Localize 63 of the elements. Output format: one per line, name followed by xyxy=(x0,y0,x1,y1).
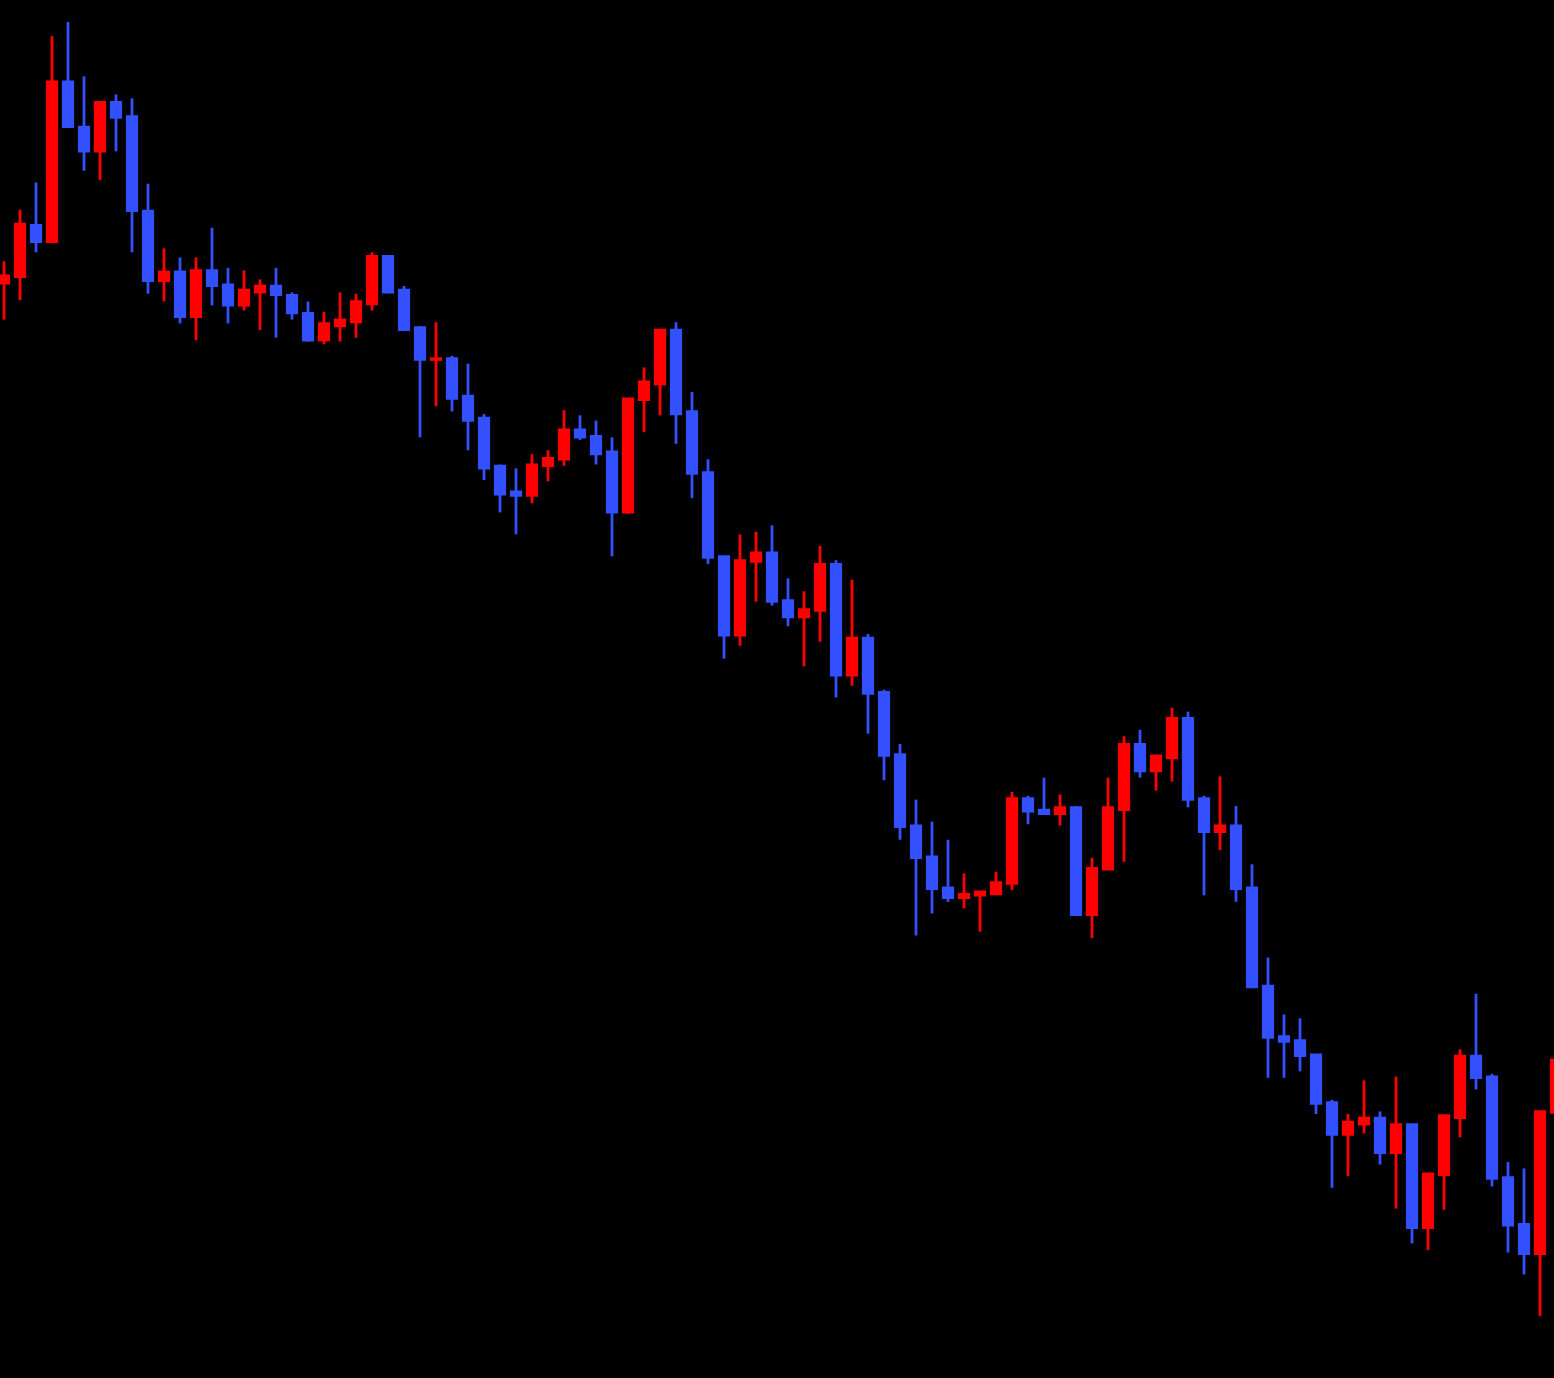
candlestick xyxy=(157,247,171,303)
candlestick xyxy=(845,578,859,688)
candlestick xyxy=(333,291,347,343)
candlestick xyxy=(205,226,219,307)
candlestick xyxy=(1389,1075,1403,1210)
candlestick xyxy=(1165,706,1179,783)
candlestick xyxy=(493,463,507,514)
candlestick xyxy=(397,284,411,332)
candlestick xyxy=(221,266,235,325)
candlestick xyxy=(173,256,187,325)
candlestick xyxy=(445,354,459,413)
candlestick xyxy=(1469,992,1483,1091)
candlestick xyxy=(749,530,763,604)
candlestick xyxy=(413,324,427,439)
candlestick xyxy=(1037,776,1051,816)
candlestick xyxy=(381,255,395,294)
candlestick xyxy=(1517,1167,1531,1276)
candlestick xyxy=(77,74,91,173)
candlestick xyxy=(269,266,283,340)
candlestick xyxy=(61,20,75,129)
candlestick xyxy=(1149,754,1163,792)
candlestick xyxy=(1021,794,1035,826)
candlestick xyxy=(0,259,11,321)
candlestick xyxy=(1053,793,1067,827)
candlestick xyxy=(909,798,923,937)
candlestick xyxy=(1133,728,1147,780)
candlestick xyxy=(1373,1110,1387,1166)
candlestick xyxy=(301,300,315,343)
candlestick xyxy=(925,820,939,915)
candlestick xyxy=(29,181,43,254)
candlestick xyxy=(509,467,523,536)
candlestick xyxy=(1293,1016,1307,1073)
candlestick xyxy=(1277,1013,1291,1080)
candlestick xyxy=(1197,794,1211,897)
candlestick xyxy=(1341,1112,1355,1178)
candlestick xyxy=(349,292,363,340)
candlestick xyxy=(365,250,379,312)
candlestick xyxy=(285,291,299,321)
candlestick xyxy=(973,890,987,933)
candlestick xyxy=(557,408,571,468)
candlestick xyxy=(957,871,971,910)
candlestick xyxy=(797,589,811,668)
candlestick xyxy=(941,838,955,904)
candlestick xyxy=(1501,1160,1515,1254)
candlestick xyxy=(637,366,651,434)
candlestick xyxy=(589,419,603,466)
candlestick xyxy=(317,310,331,346)
candlestick xyxy=(1085,856,1099,940)
candlestick xyxy=(813,544,827,644)
candlestick xyxy=(189,256,203,342)
candlestick xyxy=(253,278,267,332)
candlestick xyxy=(541,448,555,483)
candlestick xyxy=(573,413,587,442)
candlestick xyxy=(1357,1079,1371,1135)
candlestick xyxy=(237,269,251,312)
candlestick xyxy=(781,576,795,628)
candlestick xyxy=(525,452,539,505)
candlestick xyxy=(109,93,123,153)
candlestick xyxy=(429,320,443,408)
candlestick xyxy=(1213,774,1227,852)
candlestick xyxy=(989,870,1003,896)
candlestick xyxy=(1325,1098,1339,1190)
candlestick xyxy=(461,362,475,452)
